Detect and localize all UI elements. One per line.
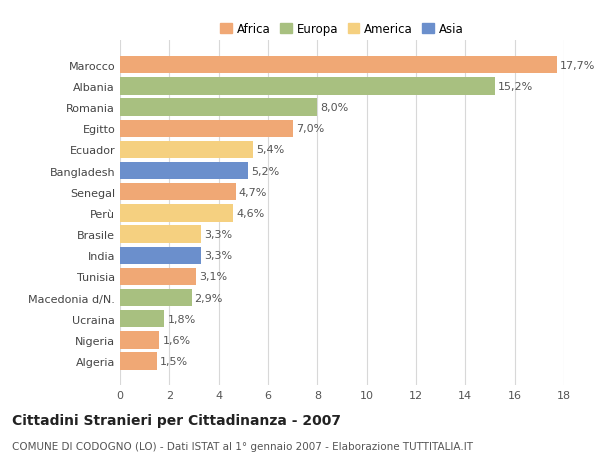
Text: Cittadini Stranieri per Cittadinanza - 2007: Cittadini Stranieri per Cittadinanza - 2… [12,413,341,427]
Bar [120,247,202,264]
Text: 5,2%: 5,2% [251,166,280,176]
Bar [120,205,233,222]
Bar [120,226,202,243]
Bar [120,184,236,201]
Bar [120,99,317,117]
Text: 1,6%: 1,6% [163,335,191,345]
Text: 4,7%: 4,7% [239,187,267,197]
Bar [120,268,196,285]
Text: 2,9%: 2,9% [194,293,223,303]
Bar [120,162,248,180]
Text: 3,3%: 3,3% [205,251,232,261]
Bar [120,78,495,95]
Text: 4,6%: 4,6% [236,208,265,218]
Bar [120,331,160,349]
Bar [120,310,164,328]
Bar [120,120,293,138]
Text: 1,5%: 1,5% [160,356,188,366]
Bar [120,57,557,74]
Text: 3,3%: 3,3% [205,230,232,240]
Text: 7,0%: 7,0% [296,124,324,134]
Text: 15,2%: 15,2% [498,82,533,92]
Text: 1,8%: 1,8% [167,314,196,324]
Bar [120,289,191,307]
Text: 5,4%: 5,4% [256,145,284,155]
Text: COMUNE DI CODOGNO (LO) - Dati ISTAT al 1° gennaio 2007 - Elaborazione TUTTITALIA: COMUNE DI CODOGNO (LO) - Dati ISTAT al 1… [12,441,473,451]
Text: 17,7%: 17,7% [560,61,595,71]
Bar [120,141,253,159]
Text: 3,1%: 3,1% [199,272,227,282]
Bar [120,353,157,370]
Text: 8,0%: 8,0% [320,103,349,113]
Legend: Africa, Europa, America, Asia: Africa, Europa, America, Asia [217,20,467,39]
